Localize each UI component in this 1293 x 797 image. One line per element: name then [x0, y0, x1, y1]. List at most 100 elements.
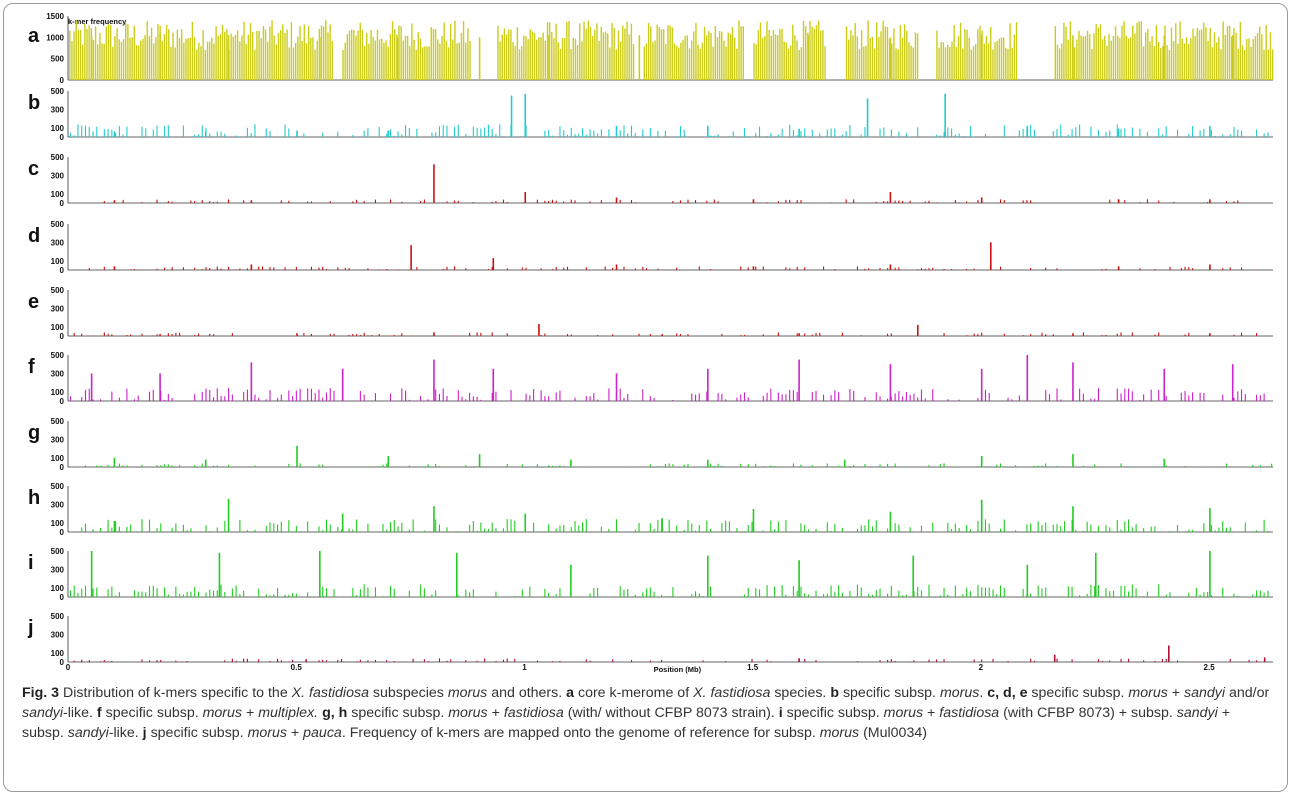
- bar: [755, 44, 757, 80]
- bar: [1128, 519, 1130, 532]
- bar: [920, 590, 923, 597]
- bar: [1120, 659, 1122, 662]
- bar: [1132, 25, 1134, 80]
- bar: [853, 390, 855, 401]
- bar: [1192, 392, 1194, 401]
- bar: [359, 659, 361, 662]
- bar: [458, 42, 460, 80]
- bar: [939, 463, 941, 467]
- bar: [1075, 530, 1077, 532]
- bar: [615, 49, 618, 80]
- bar: [69, 30, 71, 81]
- bar: [774, 529, 776, 532]
- bar: [491, 522, 493, 532]
- bar: [1112, 36, 1115, 80]
- caption-text: -like.: [108, 725, 143, 741]
- bar: [759, 22, 762, 80]
- bar: [994, 42, 996, 80]
- bar: [337, 267, 339, 270]
- bar: [800, 130, 802, 137]
- bar: [951, 41, 953, 80]
- bar: [185, 38, 187, 80]
- bar: [439, 43, 441, 80]
- bar: [1131, 127, 1133, 137]
- bar: [243, 658, 245, 662]
- bar: [243, 21, 245, 80]
- bar: [1101, 269, 1103, 270]
- bar: [1158, 332, 1160, 336]
- bar: [1045, 587, 1047, 597]
- bar: [800, 200, 802, 203]
- bar: [79, 30, 82, 81]
- data-bar: [341, 513, 344, 532]
- bar: [1252, 594, 1254, 597]
- bar: [125, 22, 127, 80]
- bar: [386, 133, 388, 137]
- data-bar: [1026, 355, 1029, 401]
- bar: [1121, 25, 1123, 80]
- bar: [209, 133, 211, 137]
- bar: [1267, 530, 1269, 532]
- bar: [1139, 202, 1141, 203]
- bar: [1056, 44, 1059, 80]
- data-bar: [113, 200, 116, 203]
- bar: [1041, 524, 1043, 532]
- bar: [626, 21, 628, 80]
- bar: [1095, 23, 1097, 81]
- bar: [706, 391, 708, 401]
- bar: [1203, 592, 1205, 597]
- bar: [171, 465, 173, 467]
- bar: [73, 31, 75, 80]
- bar: [1265, 25, 1267, 80]
- bar: [996, 594, 998, 597]
- bar: [107, 661, 109, 662]
- bar: [246, 530, 248, 532]
- bar: [501, 34, 503, 80]
- x-tick-label: 1.5: [747, 663, 759, 672]
- bar: [194, 465, 196, 467]
- bar: [491, 201, 493, 203]
- bar: [141, 269, 143, 270]
- data-bar: [798, 359, 800, 401]
- panel-label-a: a: [28, 25, 40, 47]
- bar: [258, 588, 260, 597]
- bar: [374, 587, 376, 597]
- data-bar: [615, 125, 618, 137]
- bar: [288, 200, 290, 203]
- bar: [1150, 389, 1152, 401]
- bar: [141, 464, 143, 467]
- bar: [1165, 594, 1167, 597]
- bar: [525, 36, 527, 80]
- bar: [299, 26, 301, 80]
- bar: [985, 35, 988, 80]
- bar: [706, 35, 708, 80]
- bar: [981, 332, 983, 336]
- data-bar: [843, 459, 846, 467]
- bar: [84, 23, 86, 80]
- bar: [747, 397, 749, 401]
- bar: [999, 199, 1002, 203]
- bar: [157, 24, 159, 80]
- bar: [476, 530, 478, 532]
- bar: [413, 39, 415, 80]
- bar: [359, 589, 361, 597]
- bar: [92, 40, 95, 80]
- bar: [643, 46, 646, 80]
- bar: [499, 41, 501, 80]
- data-bar: [90, 551, 93, 597]
- bar: [217, 35, 219, 80]
- y-tick-label: 300: [51, 500, 65, 509]
- bar: [804, 524, 806, 532]
- bar: [981, 659, 983, 662]
- bar: [630, 660, 633, 662]
- bar: [163, 34, 166, 80]
- bar: [1101, 660, 1103, 662]
- bar: [1052, 131, 1054, 137]
- bar: [1073, 47, 1076, 80]
- bar: [431, 132, 433, 137]
- data-bar: [113, 266, 116, 270]
- bar: [495, 391, 497, 401]
- bar: [1192, 125, 1194, 137]
- bar: [668, 519, 670, 532]
- y-tick-label: 300: [51, 105, 65, 114]
